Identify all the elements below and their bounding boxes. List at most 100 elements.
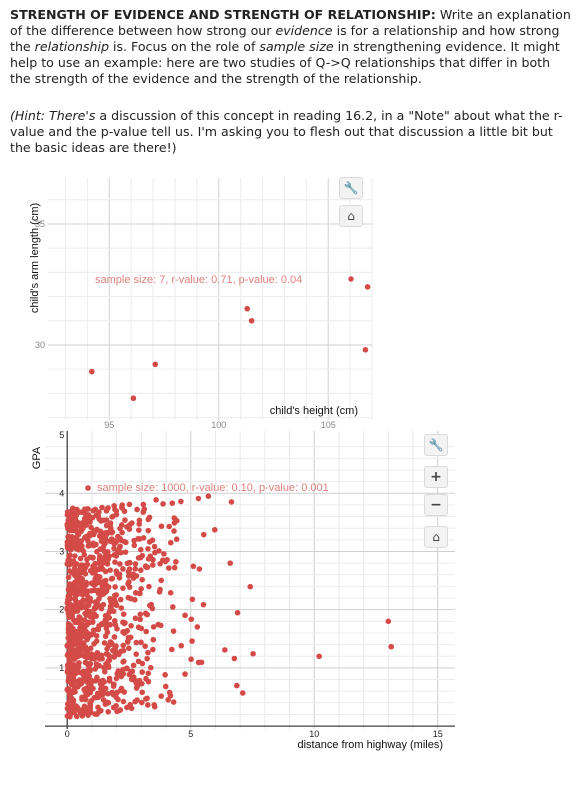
data-point — [143, 628, 149, 635]
data-point — [66, 568, 73, 574]
data-point — [125, 573, 132, 579]
data-point — [117, 596, 124, 603]
data-point — [96, 516, 102, 522]
data-point — [244, 305, 251, 312]
wrench-icon[interactable]: 🔧 — [339, 177, 363, 199]
data-point — [65, 533, 72, 540]
data-point — [101, 640, 108, 646]
home-icon[interactable]: ⌂ — [424, 526, 448, 548]
question-part-3: is. Focus on the role of — [108, 39, 260, 54]
data-point — [190, 563, 197, 570]
data-point — [98, 686, 104, 692]
x-axis-label: distance from highway (miles) — [298, 739, 444, 751]
data-point — [178, 642, 185, 649]
data-point — [164, 556, 170, 563]
data-point — [88, 698, 95, 704]
data-point — [71, 544, 78, 551]
data-point — [146, 539, 153, 545]
data-point — [72, 572, 79, 579]
data-point — [141, 506, 148, 512]
data-point — [117, 561, 123, 567]
data-point — [132, 561, 139, 567]
home-icon[interactable]: ⌂ — [339, 205, 363, 227]
hint-italic: (Hint: There's — [10, 108, 96, 123]
data-point — [77, 555, 84, 562]
data-point — [100, 697, 107, 703]
data-point — [74, 704, 81, 711]
y-tick-label: 30 — [35, 340, 45, 350]
wrench-icon[interactable]: 🔧 — [424, 434, 448, 456]
data-point — [105, 690, 111, 697]
data-point — [120, 611, 127, 618]
data-point — [113, 592, 120, 598]
minus-icon[interactable]: − — [424, 494, 448, 516]
data-point — [157, 586, 163, 593]
data-point — [143, 675, 149, 682]
data-point — [145, 545, 151, 552]
data-point — [82, 604, 89, 611]
data-point — [115, 548, 122, 555]
data-point — [125, 581, 131, 587]
data-point — [388, 643, 394, 650]
data-point — [104, 505, 111, 512]
data-point — [178, 498, 184, 505]
data-point — [87, 645, 94, 652]
data-point — [77, 616, 83, 623]
data-point — [88, 524, 94, 531]
data-point — [106, 609, 112, 616]
data-point — [67, 688, 73, 695]
data-point — [135, 536, 141, 542]
data-point — [211, 526, 218, 533]
data-point — [98, 531, 105, 538]
data-point — [132, 566, 139, 572]
data-point — [74, 506, 80, 513]
data-point — [109, 647, 116, 654]
data-point — [166, 689, 173, 696]
y-axis-label: child's arm length (cm) — [29, 203, 41, 313]
data-point — [125, 568, 132, 575]
data-point — [138, 639, 144, 646]
data-point — [65, 629, 72, 636]
data-point — [102, 549, 109, 556]
data-point — [76, 635, 83, 642]
data-point — [89, 514, 96, 521]
data-point — [198, 659, 205, 666]
data-point — [166, 565, 172, 571]
data-point — [67, 645, 73, 652]
data-point — [67, 527, 74, 534]
data-point — [93, 613, 99, 619]
chart-1-title: sample size: 7, r-value: 0.71, p-value: … — [95, 274, 302, 286]
data-point — [139, 660, 146, 667]
data-point — [70, 661, 77, 668]
data-point — [86, 667, 92, 674]
data-point — [145, 670, 152, 677]
data-point — [77, 602, 83, 609]
data-point — [113, 553, 120, 559]
data-point — [138, 699, 145, 706]
plus-icon[interactable]: + — [424, 466, 448, 488]
data-point — [137, 567, 144, 573]
data-point — [85, 661, 91, 668]
data-point — [138, 586, 144, 592]
y-tick-label: 3 — [59, 546, 64, 556]
data-point — [107, 520, 114, 526]
data-point — [150, 646, 156, 653]
data-point — [82, 534, 88, 541]
data-point — [79, 621, 85, 628]
data-point — [133, 651, 140, 657]
data-point — [88, 368, 95, 375]
data-point — [126, 671, 133, 678]
data-point — [122, 517, 128, 523]
data-point — [78, 587, 85, 594]
data-point — [104, 645, 110, 652]
data-point — [73, 713, 80, 720]
question-text: STRENGTH OF EVIDENCE AND STRENGTH OF REL… — [10, 7, 572, 87]
data-point — [82, 644, 89, 650]
data-point — [101, 665, 108, 672]
data-point — [108, 530, 115, 536]
data-point — [139, 576, 145, 583]
data-point — [92, 587, 98, 594]
data-point — [117, 672, 123, 678]
legend-dot — [348, 276, 354, 282]
data-point — [133, 639, 140, 646]
